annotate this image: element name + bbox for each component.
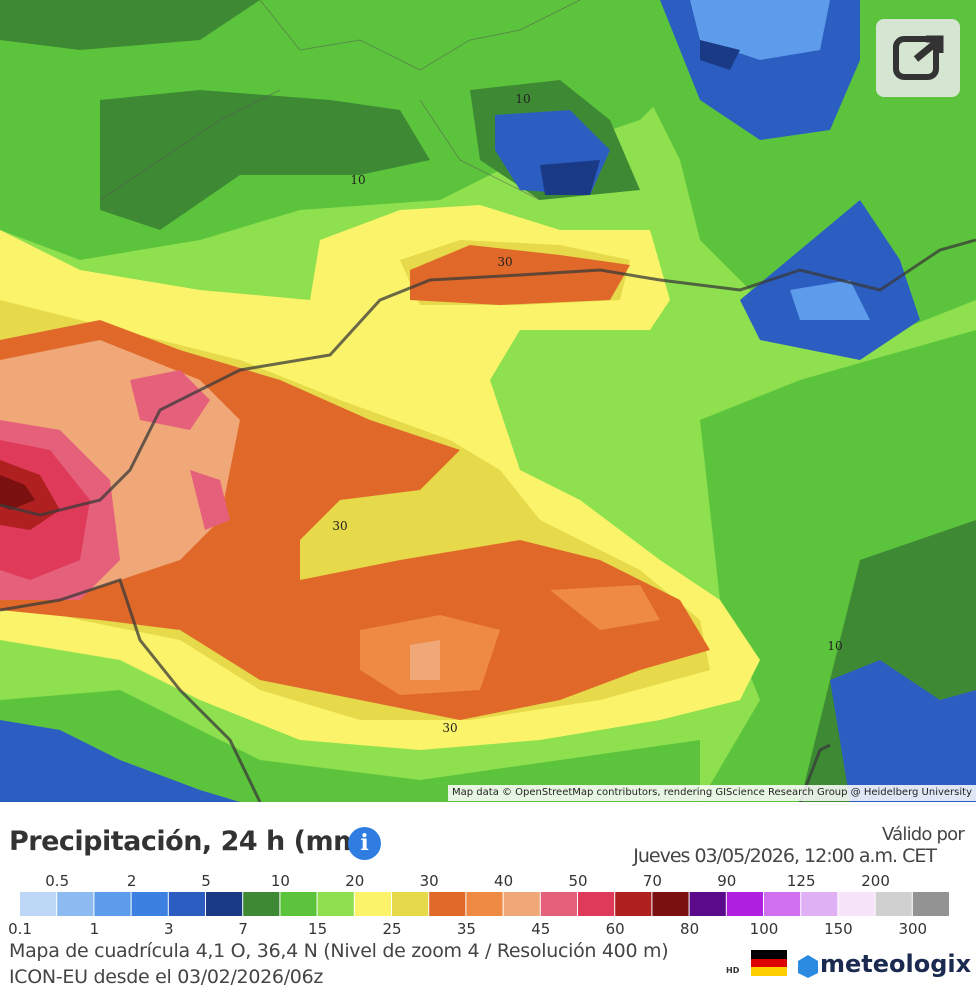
legend-label: 150 (824, 920, 853, 938)
map-attribution: Map data © OpenStreetMap contributors, r… (448, 785, 976, 801)
legend-swatch (615, 892, 652, 916)
legend-label: 35 (457, 920, 476, 938)
border-line (0, 578, 262, 802)
share-icon (893, 35, 944, 80)
precip-zone (130, 370, 210, 430)
contour-label: 10 (827, 639, 842, 653)
legend-swatch (354, 892, 391, 916)
legend-label: 30 (420, 872, 439, 890)
precip-zone (0, 475, 35, 510)
legend-label: 70 (643, 872, 662, 890)
share-button[interactable] (876, 19, 960, 97)
legend-swatch (317, 892, 354, 916)
valid-label: Válido por (882, 824, 965, 845)
legend-label: 20 (345, 872, 364, 890)
info-button[interactable]: i (348, 827, 381, 860)
legend-label: 25 (382, 920, 401, 938)
legend-swatch (540, 892, 577, 916)
legend-swatch (20, 892, 57, 916)
logo-icon (798, 955, 818, 978)
legend-swatch (912, 892, 949, 916)
legend-label: 80 (680, 920, 699, 938)
border-line (798, 743, 831, 802)
precip-zone (550, 585, 660, 630)
legend-swatch (875, 892, 912, 916)
map[interactable]: 10 10 10 30 30 30 (0, 0, 976, 802)
legend-label: 40 (494, 872, 513, 890)
legend-swatch (726, 892, 763, 916)
border-line (0, 238, 976, 517)
legend-swatch (578, 892, 615, 916)
legend-swatch (838, 892, 875, 916)
legend-label: 7 (238, 920, 248, 938)
legend-label: 5 (201, 872, 211, 890)
legend-swatch (57, 892, 94, 916)
flag (751, 950, 787, 976)
precip-zone (100, 90, 430, 230)
contour-label: 10 (350, 173, 365, 187)
contour-label: 30 (497, 255, 512, 269)
precip-zone (540, 160, 600, 195)
contour-labels: 10 10 10 30 30 30 (332, 92, 842, 735)
legend-label: 90 (717, 872, 736, 890)
panel-title: Precipitación, 24 h (mm) (9, 826, 373, 857)
precip-zone (190, 470, 230, 530)
legend-swatch (168, 892, 205, 916)
legend-label: 50 (568, 872, 587, 890)
precip-zone (0, 690, 700, 802)
legend-swatch (392, 892, 429, 916)
legend-label: 0.1 (8, 920, 32, 938)
legend-swatch (429, 892, 466, 916)
legend-swatch (206, 892, 243, 916)
legend-label: 60 (606, 920, 625, 938)
legend-swatch (94, 892, 131, 916)
legend-label: 1 (90, 920, 100, 938)
legend-label: 125 (787, 872, 816, 890)
legend-swatch (764, 892, 801, 916)
legend-swatch (801, 892, 838, 916)
precip-zone (790, 280, 870, 320)
legend-swatch (503, 892, 540, 916)
precip-zone (410, 640, 440, 680)
precip-zone (690, 0, 830, 60)
region-line (99, 0, 581, 201)
valid-time: Jueves 03/05/2026, 12:00 a.m. CET (633, 845, 937, 867)
legend-label: 45 (531, 920, 550, 938)
precip-zone (0, 0, 260, 50)
legend: 0.10.51235710152025303540455060708090100… (8, 872, 949, 938)
precip-zone (830, 660, 976, 802)
legend-swatch (652, 892, 689, 916)
contour-label: 30 (442, 721, 457, 735)
precip-zone (740, 200, 920, 360)
legend-swatch (466, 892, 503, 916)
legend-label: 200 (861, 872, 890, 890)
brand-logo: meteologix (820, 950, 972, 978)
legend-label: 15 (308, 920, 327, 938)
legend-swatch (243, 892, 280, 916)
precip-zone (0, 720, 240, 802)
precip-zone (700, 40, 740, 70)
hd-badge[interactable]: HD (726, 966, 740, 975)
legend-label: 10 (271, 872, 290, 890)
legend-label: 0.5 (45, 872, 69, 890)
grid-info: Mapa de cuadrícula 4,1 O, 36,4 N (Nivel … (9, 940, 669, 962)
contour-label: 10 (515, 92, 530, 106)
legend-swatch (131, 892, 168, 916)
legend-label: 3 (164, 920, 174, 938)
legend-label: 300 (898, 920, 927, 938)
model-info: ICON-EU desde el 03/02/2026/06z (9, 966, 324, 988)
contour-label: 30 (332, 519, 347, 533)
legend-swatch (280, 892, 317, 916)
legend-swatch (689, 892, 726, 916)
legend-label: 2 (127, 872, 137, 890)
legend-label: 100 (750, 920, 779, 938)
